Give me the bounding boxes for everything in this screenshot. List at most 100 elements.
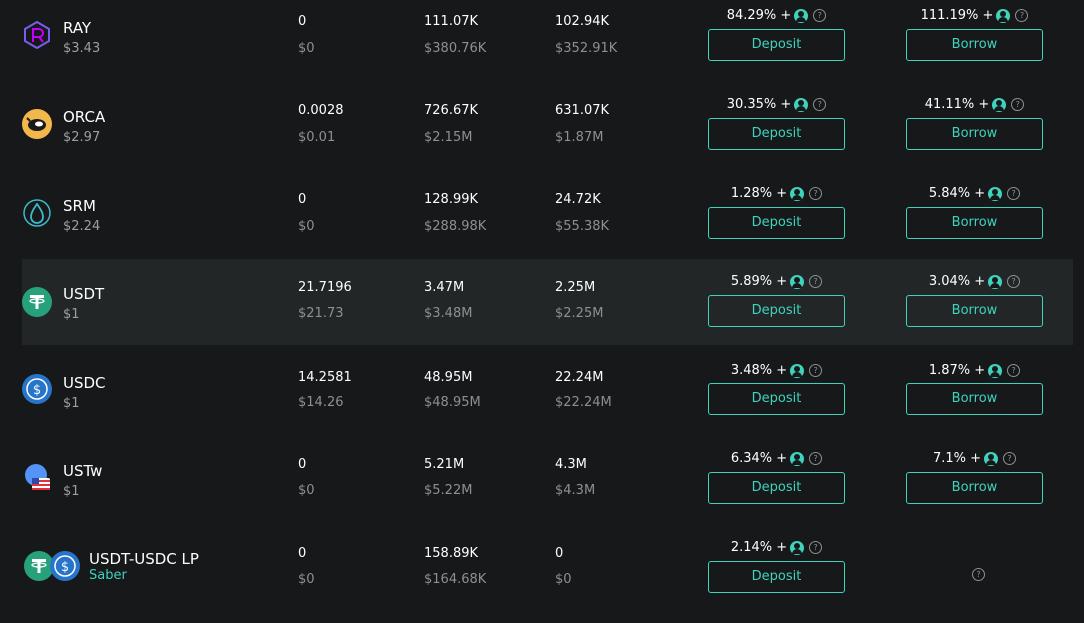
tether-icon (22, 287, 52, 317)
borrow-button[interactable]: Borrow (906, 472, 1043, 504)
total-deposits-usd: $3.48M (424, 306, 473, 321)
borrow-apy: 5.84% +? (906, 186, 1043, 201)
help-icon[interactable]: ? (809, 275, 823, 288)
deposit-apy: 84.29% +? (708, 8, 845, 23)
total-borrows-usd: $4.3M (555, 483, 596, 498)
help-icon[interactable]: ? (813, 9, 827, 22)
help-icon[interactable]: ? (809, 187, 823, 200)
deposit-button[interactable]: Deposit (708, 561, 845, 593)
wallet-usd: $0.01 (298, 130, 336, 145)
total-deposits-usd: $164.68K (424, 572, 487, 587)
total-borrows-usd: $352.91K (555, 41, 618, 56)
total-borrows-amount: 2.25M (555, 280, 596, 295)
borrow-button[interactable]: Borrow (906, 295, 1043, 327)
help-icon[interactable]: ? (813, 98, 827, 111)
help-icon[interactable]: ? (1007, 187, 1021, 200)
asset-price: $1 (63, 396, 80, 411)
deposit-apy: 2.14% +? (708, 540, 845, 555)
asset-price: $2.97 (63, 130, 101, 145)
borrow-apy: 3.04% +? (906, 274, 1043, 289)
deposit-apy-value: 3.48% + (730, 363, 788, 378)
borrow-button[interactable]: Borrow (906, 29, 1043, 61)
deposit-button[interactable]: Deposit (708, 472, 845, 504)
help-icon[interactable]: ? (1015, 9, 1029, 22)
total-borrows-amount: 22.24M (555, 370, 604, 385)
asset-price: $3.43 (63, 41, 101, 56)
reward-token-icon (992, 97, 1007, 112)
reward-token-icon (794, 8, 809, 23)
deposit-button[interactable]: Deposit (708, 383, 845, 415)
deposit-button[interactable]: Deposit (708, 207, 845, 239)
serum-icon (22, 198, 52, 228)
total-deposits-usd: $5.22M (424, 483, 473, 498)
wallet-amount: 21.7196 (298, 280, 352, 295)
reward-token-icon (790, 363, 805, 378)
asset-symbol: RAY (63, 19, 92, 37)
deposit-button[interactable]: Deposit (708, 29, 845, 61)
wallet-amount: 0 (298, 546, 307, 561)
total-deposits-usd: $380.76K (424, 41, 487, 56)
total-deposits-amount: 3.47M (424, 280, 465, 295)
total-borrows-amount: 4.3M (555, 457, 587, 472)
total-borrows-usd: $55.38K (555, 219, 610, 234)
borrow-apy: 111.19% +? (906, 8, 1043, 23)
total-borrows-amount: 102.94K (555, 14, 610, 29)
borrow-button[interactable]: Borrow (906, 118, 1043, 150)
reward-token-icon (988, 186, 1003, 201)
ust-icon (22, 462, 52, 492)
help-icon[interactable]: ? (809, 541, 823, 554)
borrow-button[interactable]: Borrow (906, 207, 1043, 239)
total-deposits-usd: $48.95M (424, 395, 481, 410)
borrow-apy-value: 3.04% + (928, 274, 986, 289)
deposit-button[interactable]: Deposit (708, 118, 845, 150)
help-icon[interactable]: ? (1007, 364, 1021, 377)
wallet-usd: $0 (298, 219, 315, 234)
help-icon[interactable]: ? (1007, 275, 1021, 288)
wallet-usd: $21.73 (298, 306, 344, 321)
reward-token-icon (790, 274, 805, 289)
asset-price: $1 (63, 484, 80, 499)
deposit-apy-value: 2.14% + (730, 540, 788, 555)
help-icon[interactable]: ? (972, 568, 985, 581)
borrow-button[interactable]: Borrow (906, 383, 1043, 415)
borrow-apy-value: 5.84% + (928, 186, 986, 201)
table-row: USTw $1 0 $0 5.21M $5.22M 4.3M $4.3M 6.3… (22, 440, 1073, 526)
svg-text:$: $ (33, 383, 41, 398)
asset-price: $2.24 (63, 219, 101, 234)
deposit-apy-value: 1.28% + (730, 186, 788, 201)
total-deposits-amount: 158.89K (424, 546, 479, 561)
table-row: RAY $3.43 0 $0 111.07K $380.76K 102.94K … (22, 0, 1073, 82)
total-deposits-amount: 128.99K (424, 192, 479, 207)
wallet-amount: 0 (298, 457, 307, 472)
total-borrows-usd: $0 (555, 572, 572, 587)
total-deposits-usd: $288.98K (424, 219, 487, 234)
help-icon[interactable]: ? (809, 452, 823, 465)
wallet-amount: 0.0028 (298, 103, 344, 118)
svg-text:$: $ (61, 560, 69, 575)
wallet-usd: $14.26 (298, 395, 344, 410)
total-borrows-amount: 24.72K (555, 192, 601, 207)
reward-token-icon (794, 97, 809, 112)
help-icon[interactable]: ? (1003, 452, 1017, 465)
lp-source: Saber (89, 568, 127, 583)
deposit-apy: 6.34% +? (708, 451, 845, 466)
wallet-usd: $0 (298, 572, 315, 587)
reward-token-icon (790, 540, 805, 555)
total-deposits-amount: 48.95M (424, 370, 473, 385)
deposit-apy-value: 6.34% + (730, 451, 788, 466)
deposit-apy-value: 30.35% + (726, 97, 792, 112)
table-row: USDT $1 21.7196 $21.73 3.47M $3.48M 2.25… (22, 259, 1073, 345)
help-icon[interactable]: ? (809, 364, 823, 377)
deposit-button[interactable]: Deposit (708, 295, 845, 327)
borrow-apy-value: 41.11% + (924, 97, 990, 112)
wallet-amount: 14.2581 (298, 370, 352, 385)
total-deposits-amount: 111.07K (424, 14, 479, 29)
asset-symbol: USTw (63, 462, 103, 480)
help-icon[interactable]: ? (1011, 98, 1025, 111)
total-borrows-usd: $2.25M (555, 306, 604, 321)
wallet-amount: 0 (298, 192, 307, 207)
table-row: $ USDC $1 14.2581 $14.26 48.95M $48.95M … (22, 352, 1073, 438)
lp-icon: $ (22, 551, 82, 583)
reward-token-icon (988, 363, 1003, 378)
usdc-icon: $ (22, 374, 52, 404)
